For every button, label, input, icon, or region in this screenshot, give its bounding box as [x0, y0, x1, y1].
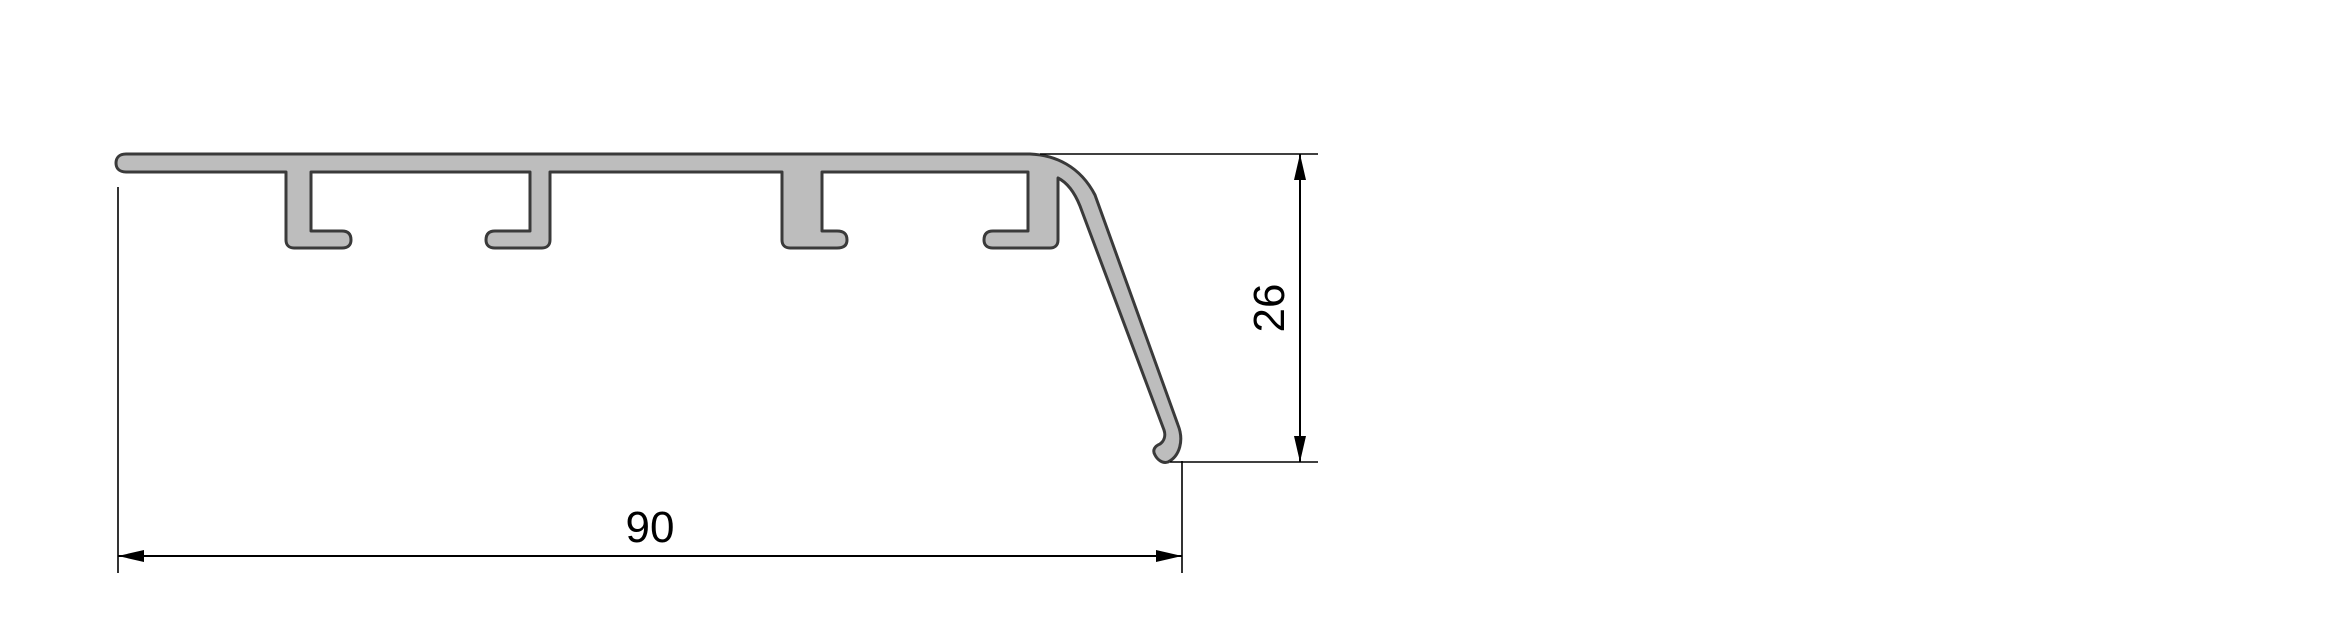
height-arrow-top: [1294, 154, 1306, 180]
height-arrow-bottom: [1294, 436, 1306, 462]
width-arrow-left: [118, 550, 144, 562]
profile-shape: [114, 152, 1183, 464]
height-dimension-label: 26: [1245, 284, 1294, 333]
height-dimension: 26: [1040, 153, 1318, 463]
width-arrow-right: [1156, 550, 1182, 562]
width-dimension: 90: [117, 187, 1183, 573]
profile-cross-section: [114, 152, 1183, 464]
width-dimension-label: 90: [626, 503, 675, 552]
